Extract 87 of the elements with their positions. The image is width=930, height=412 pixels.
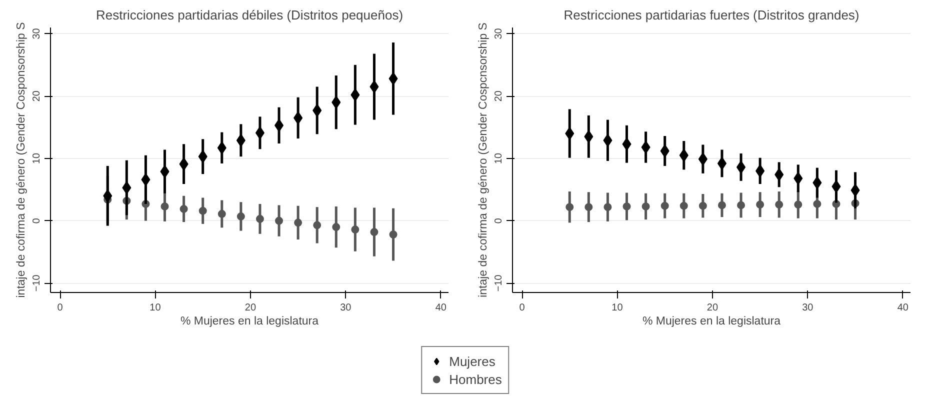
point (160, 202, 169, 210)
point (198, 206, 207, 215)
point (313, 221, 322, 230)
y-tick-label: 20 (494, 90, 504, 102)
y-tick-label: 30 (32, 28, 42, 40)
point (141, 173, 150, 186)
point (604, 203, 612, 212)
point (642, 202, 650, 210)
y-tick-label: 30 (494, 28, 504, 40)
x-tick-label: 0 (519, 302, 526, 314)
x-tick-label: 40 (435, 302, 447, 314)
x-tick-label: 20 (706, 302, 718, 314)
point (332, 96, 341, 109)
point (850, 184, 860, 197)
point (351, 226, 360, 234)
point (236, 134, 246, 147)
y-tick-label: 10 (32, 152, 42, 164)
point (812, 176, 822, 190)
y-tick-label: 10 (494, 152, 504, 164)
point (698, 202, 707, 210)
x-tick-label: 10 (150, 302, 162, 314)
legend-label: Hombres (449, 372, 502, 386)
x-tick-label: 0 (57, 302, 64, 314)
point (584, 130, 594, 144)
y-tick-label: 0 (32, 218, 42, 224)
point (641, 140, 650, 154)
point (774, 168, 784, 182)
point (737, 201, 746, 210)
point (294, 218, 302, 227)
y-tick-label: −10 (32, 274, 42, 292)
point (794, 200, 802, 209)
chart-title: Restricciones partidarias fuertes (Distritos grandes) (564, 8, 860, 22)
point (103, 189, 112, 202)
point (274, 118, 284, 132)
point (370, 228, 378, 236)
point (566, 203, 574, 212)
point (218, 210, 226, 218)
point (813, 200, 822, 208)
point (736, 160, 746, 174)
point (275, 216, 284, 225)
y-axis-title: intaje de cofirma de género (Gender Cosponsorship S (16, 22, 28, 298)
point (622, 202, 631, 210)
y-tick-label: −10 (494, 274, 504, 292)
point (622, 138, 632, 151)
x-tick-label: 30 (802, 302, 814, 314)
point (660, 144, 670, 158)
x-axis-title: % Mujeres en la legislatura (180, 316, 320, 328)
point (312, 104, 322, 117)
point (179, 158, 188, 171)
point (236, 212, 245, 220)
point (389, 230, 398, 239)
point (832, 180, 841, 193)
point (584, 203, 593, 212)
point (756, 200, 764, 209)
point (256, 214, 264, 223)
point (680, 202, 688, 210)
point (122, 181, 132, 194)
chart-title: Restricciones partidarias débiles (Distritos pequeños) (96, 8, 404, 22)
point (756, 164, 765, 178)
x-tick-label: 30 (340, 302, 352, 314)
x-axis-title: % Mujeres en la legislatura (642, 316, 782, 328)
point (388, 72, 398, 86)
point (350, 88, 360, 102)
point (718, 201, 726, 210)
point (775, 200, 784, 209)
point (370, 80, 379, 94)
point (603, 134, 612, 147)
legend-label: Mujeres (449, 354, 496, 368)
point (255, 126, 264, 140)
point (717, 156, 726, 170)
point (180, 204, 188, 213)
point (217, 141, 226, 154)
y-tick-label: 0 (494, 218, 504, 224)
point (332, 223, 340, 232)
point (698, 152, 708, 166)
x-tick-label: 40 (897, 302, 909, 314)
point (294, 111, 303, 124)
point (794, 172, 803, 185)
x-tick-label: 10 (612, 302, 624, 314)
y-tick-label: 20 (32, 90, 42, 102)
point (679, 148, 688, 162)
y-axis-title: intaje de cofirma de género (Gender Cospcnsorship S (478, 22, 490, 298)
point (160, 165, 170, 178)
x-tick-label: 20 (244, 302, 256, 314)
point (660, 202, 669, 210)
point (565, 127, 574, 140)
point (198, 150, 208, 164)
